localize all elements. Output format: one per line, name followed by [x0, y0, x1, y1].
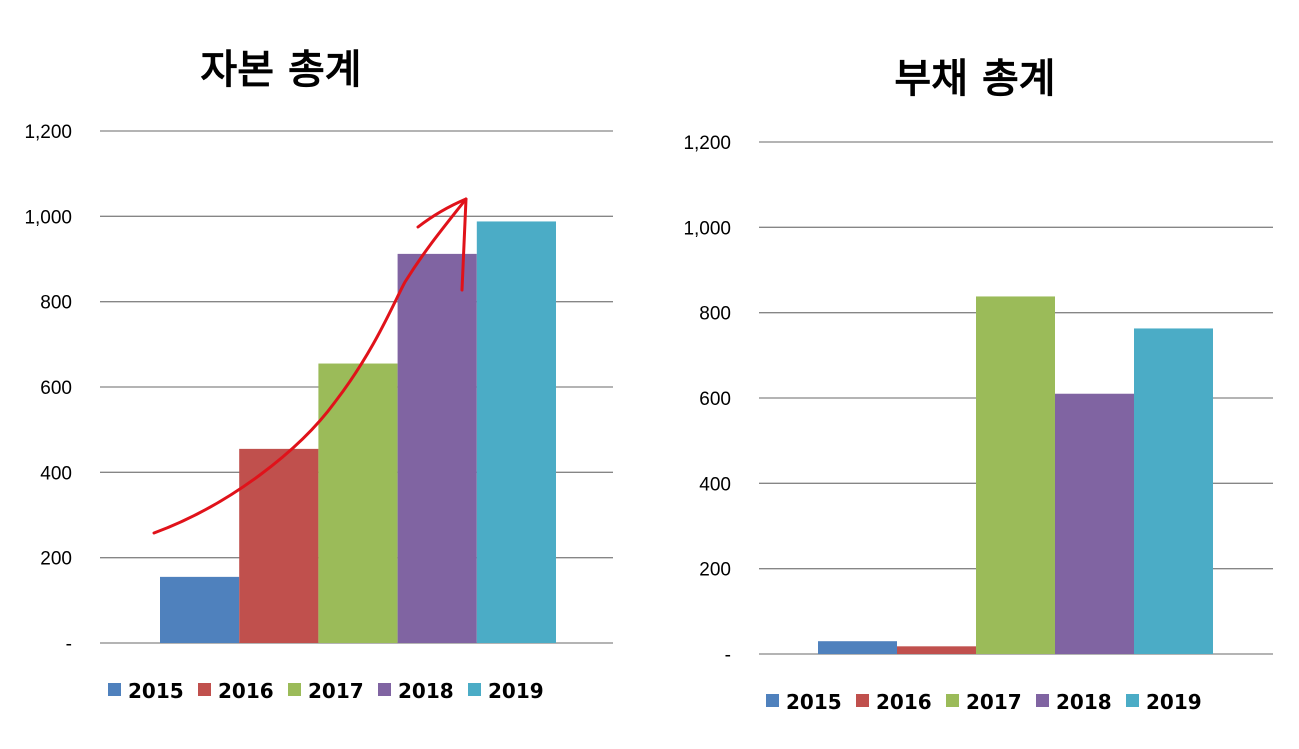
bar-2019 [1134, 328, 1213, 654]
legend-swatch-2018 [378, 683, 391, 696]
bar-2015 [818, 641, 897, 654]
chart-title: 자본 총계 [200, 47, 361, 93]
legend-label: 2018 [398, 679, 454, 703]
legend-swatch-2018 [1036, 694, 1049, 707]
bar-2019 [476, 221, 556, 643]
legend-swatch-2016 [856, 694, 869, 707]
legend-label: 2016 [218, 679, 274, 703]
y-tick-label: 1,000 [683, 218, 731, 239]
y-tick-label: 600 [699, 389, 731, 410]
legend-label: 2019 [1146, 690, 1202, 714]
chart-title: 부채 총계 [894, 56, 1055, 102]
bar-2016 [897, 646, 976, 654]
y-tick-label: 1,000 [24, 207, 72, 228]
y-tick-label: 400 [699, 474, 731, 495]
trend-arrow-head [416, 197, 468, 292]
bar-2015 [160, 576, 240, 643]
legend-swatch-2019 [468, 683, 481, 696]
legend-swatch-2019 [1126, 694, 1139, 707]
y-tick-label: 800 [40, 293, 72, 314]
trend-arrow-line [152, 197, 468, 535]
bar-2018 [397, 253, 477, 643]
legend-label: 2017 [308, 679, 364, 703]
bar-2017 [976, 296, 1055, 654]
y-tick-label: 400 [40, 463, 72, 484]
y-tick-label: - [66, 634, 72, 655]
y-tick-label: 600 [40, 378, 72, 399]
legend-swatch-2015 [766, 694, 779, 707]
y-tick-label: 1,200 [24, 122, 72, 143]
bar-2018 [1055, 393, 1134, 654]
legend-swatch-2016 [198, 683, 211, 696]
y-tick-label: 1,200 [683, 133, 731, 154]
legend-label: 2016 [876, 690, 932, 714]
legend-label: 2018 [1056, 690, 1112, 714]
y-tick-label: - [725, 645, 731, 666]
bar-2016 [239, 448, 319, 643]
y-tick-label: 200 [699, 560, 731, 581]
legend-label: 2015 [786, 690, 842, 714]
legend-label: 2019 [488, 679, 544, 703]
legend-swatch-2015 [108, 683, 121, 696]
legend-label: 2017 [966, 690, 1022, 714]
legend-swatch-2017 [288, 683, 301, 696]
bar-2017 [318, 363, 398, 643]
y-tick-label: 200 [40, 549, 72, 570]
y-tick-label: 800 [699, 304, 731, 325]
legend-swatch-2017 [946, 694, 959, 707]
legend-label: 2015 [128, 679, 184, 703]
